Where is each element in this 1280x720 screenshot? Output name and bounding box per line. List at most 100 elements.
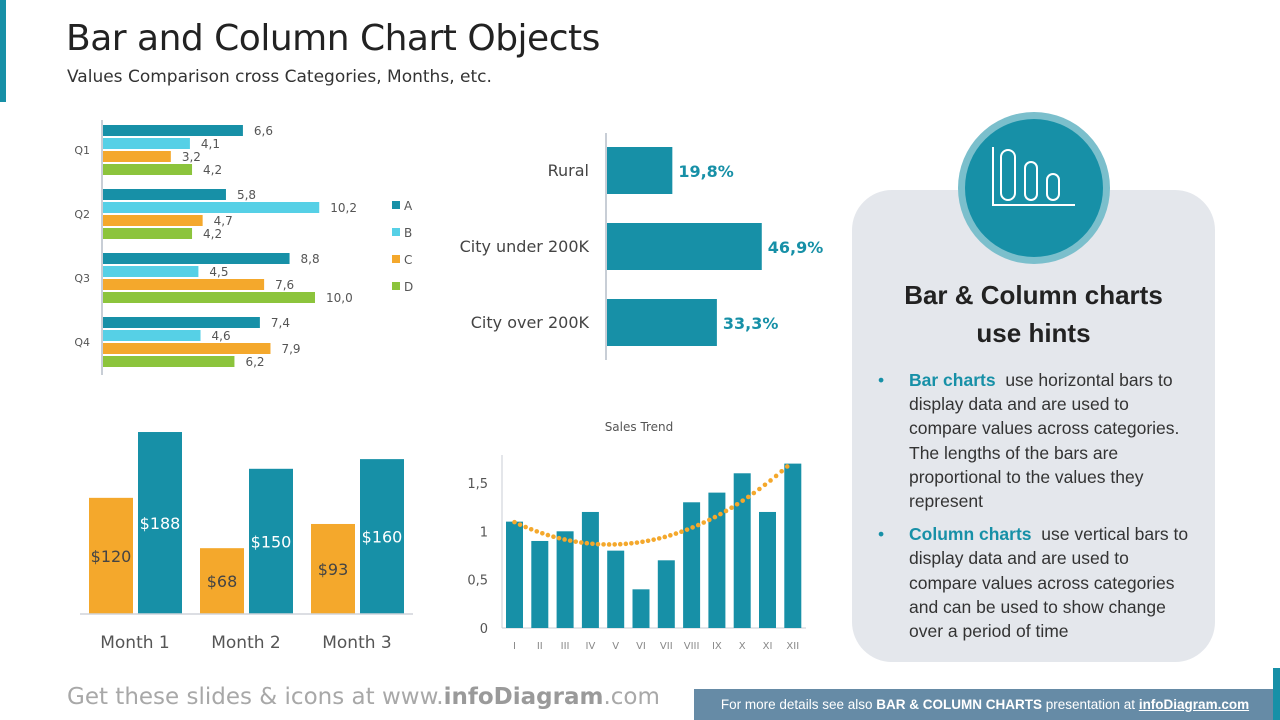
bar (103, 266, 199, 277)
bar (103, 164, 193, 175)
bar (607, 299, 717, 346)
x-tick-label: I (513, 641, 516, 652)
trendline-dot (723, 508, 729, 514)
hints-list: Bar charts use horizontal bars to displa… (878, 368, 1198, 652)
trendline-dot (534, 529, 540, 534)
hint-item: Column charts use vertical bars to displ… (878, 522, 1198, 643)
bar (103, 138, 190, 149)
page-subtitle: Values Comparison cross Categories, Mont… (67, 67, 492, 87)
x-tick-label: V (612, 641, 619, 652)
bar (607, 223, 762, 270)
trendline-dot (595, 541, 601, 547)
x-tick-label: XII (786, 641, 799, 652)
column (581, 511, 599, 628)
data-label: $93 (318, 560, 349, 579)
trendline-dot (679, 529, 684, 534)
footer-prefix: Get these slides & icons at www. (67, 684, 444, 710)
trendline-dot (712, 514, 718, 520)
x-tick-label: VI (636, 641, 646, 652)
trendline-dot (551, 534, 556, 539)
trendline-dot (601, 542, 606, 547)
trendline-dot (768, 478, 773, 483)
data-label: $160 (362, 528, 403, 547)
x-tick-label: IX (712, 641, 722, 652)
data-label: $150 (251, 532, 292, 551)
hint-term: Bar charts (909, 370, 996, 390)
trendline-dot (567, 538, 573, 543)
trendline-dot (612, 542, 617, 547)
data-label: 7,4 (271, 316, 290, 330)
category-label: City under 200K (460, 237, 590, 256)
data-label: 4,5 (209, 265, 228, 279)
data-label: 4,6 (212, 329, 231, 343)
column (759, 511, 776, 628)
trendline-dot (640, 539, 645, 545)
footer-suffix: .com (603, 684, 660, 710)
x-tick-label: XI (763, 641, 773, 652)
trendline-dot (701, 520, 707, 525)
bar (103, 253, 290, 264)
data-label: 6,6 (254, 124, 273, 138)
x-tick-label: IV (586, 641, 596, 652)
trendline-dot (784, 464, 790, 469)
trendline-dot (645, 538, 651, 544)
category-label: Month 3 (322, 633, 392, 653)
trendline-dot (656, 536, 662, 541)
trendline-dot (779, 468, 784, 474)
column (556, 531, 574, 628)
trendline-dot (757, 486, 762, 492)
trendline-dot (718, 511, 723, 517)
bar (103, 292, 315, 303)
legend-label: B (404, 226, 412, 240)
y-tick-label: 0,5 (467, 574, 488, 589)
trendline-dot (562, 537, 567, 542)
x-tick-label: VII (660, 641, 673, 652)
footer-brand: infoDiagram (443, 684, 604, 710)
data-label: 4,2 (203, 163, 222, 177)
column (657, 560, 675, 628)
trendline-dot (540, 530, 545, 536)
category-label: Q3 (74, 272, 90, 285)
hints-title-line2: use hints (976, 318, 1091, 348)
hints-title: Bar & Column charts use hints (862, 276, 1205, 352)
column (311, 523, 355, 614)
data-label: 10,2 (330, 201, 357, 215)
data-label: $120 (91, 547, 132, 566)
bar (103, 228, 193, 239)
footer-promo: Get these slides & icons at www.infoDiag… (67, 684, 660, 710)
bar (607, 147, 673, 194)
column (531, 540, 549, 628)
data-label: 6,2 (245, 355, 264, 369)
category-label: Q2 (74, 208, 90, 221)
data-label: 7,9 (281, 342, 300, 356)
trendline-dot (578, 540, 584, 545)
bar (103, 215, 203, 226)
trendline-dot (690, 525, 695, 530)
trendline-dot (745, 494, 751, 500)
legend-swatch (392, 282, 400, 290)
column (784, 463, 802, 628)
footer-banner-prefix: For more details see also (720, 697, 877, 712)
legend-swatch (392, 201, 400, 209)
column (138, 432, 182, 614)
column (733, 473, 751, 628)
trendline-dot (662, 534, 668, 540)
chart-title: Sales Trend (605, 420, 674, 434)
category-label: Month 1 (100, 633, 170, 653)
footer-banner-mid: presentation at (1041, 697, 1139, 712)
trendline-dot (707, 517, 712, 523)
y-tick-label: 0 (480, 622, 488, 637)
column (360, 459, 404, 614)
category-label: City over 200K (471, 313, 590, 332)
category-label: Rural (548, 161, 589, 180)
trendline-dot (684, 527, 690, 532)
trendline-dot (673, 531, 679, 536)
trendline-dot (762, 482, 768, 488)
data-label: 19,8% (678, 162, 734, 181)
column (249, 468, 293, 614)
trendline-dot (573, 539, 579, 544)
bar (103, 189, 226, 200)
category-label: Month 2 (211, 633, 281, 653)
data-label: 5,8 (237, 188, 256, 202)
footer-link[interactable]: infoDiagram.com (1138, 697, 1250, 712)
